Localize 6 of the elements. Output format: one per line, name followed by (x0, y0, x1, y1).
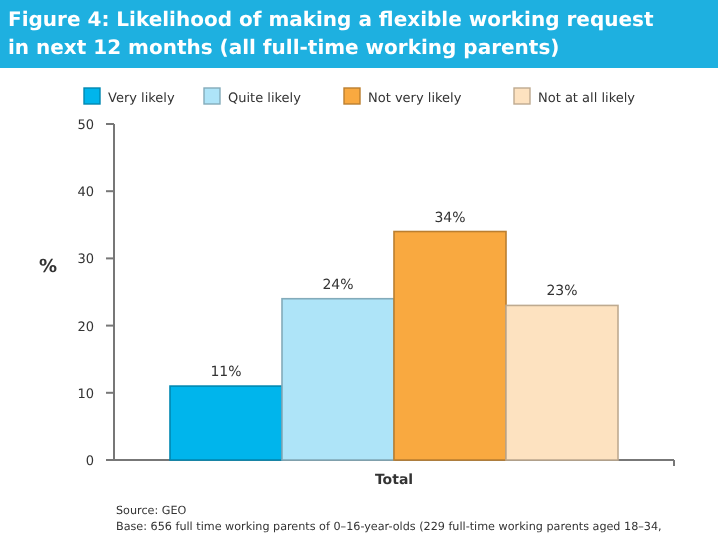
bar (169, 385, 283, 461)
bar (281, 297, 395, 461)
chart-title: Figure 4: Likelihood of making a flexible working request in next 12 months (all full-time working parents) (8, 10, 654, 60)
bar (393, 230, 507, 461)
y-axis-title: % (38, 258, 58, 278)
bar (505, 304, 619, 461)
